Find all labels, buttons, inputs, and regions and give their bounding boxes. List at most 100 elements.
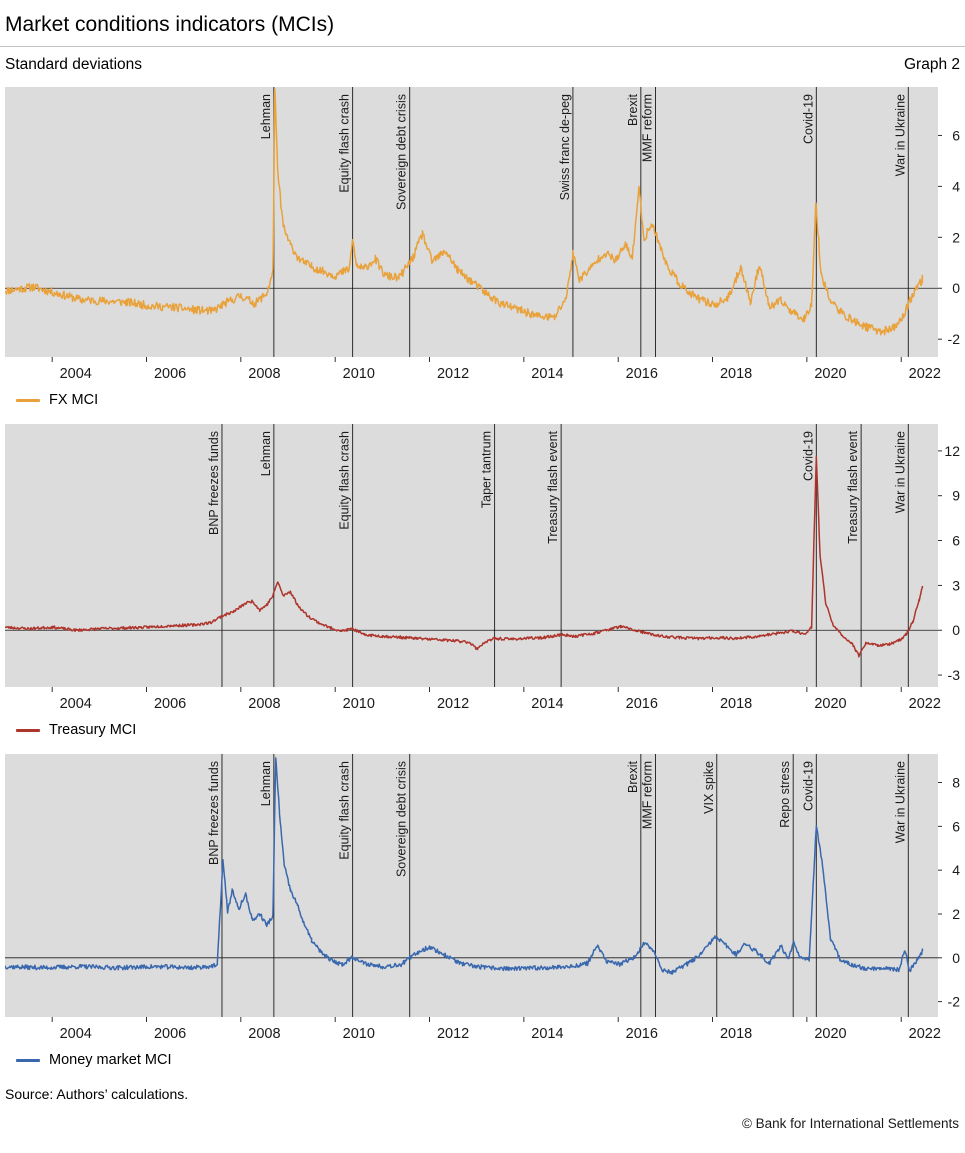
x-tick-label: 2004 bbox=[60, 1026, 92, 1042]
money-market-mci-panel: BNP freezes funds Lehman Equity flash cras… bbox=[0, 754, 965, 1082]
money-market-legend-swatch bbox=[16, 1058, 40, 1062]
x-tick-label: 2006 bbox=[154, 1026, 186, 1042]
fx-mci-line bbox=[5, 88, 924, 336]
x-tick-label: 2008 bbox=[248, 696, 280, 712]
y-tick-label: 0 bbox=[952, 280, 960, 296]
treasury-mci-line bbox=[5, 456, 924, 658]
fx-mci-panel: Lehman Equity flash crash Sovereign debt c… bbox=[0, 87, 965, 422]
x-tick-label: 2014 bbox=[531, 696, 563, 712]
treasury-legend-swatch bbox=[16, 728, 40, 732]
x-tick-label: 2020 bbox=[814, 696, 846, 712]
y-tick-label: 0 bbox=[952, 950, 960, 966]
x-tick-label: 2004 bbox=[60, 696, 92, 712]
event-label: Treasury flash event bbox=[546, 430, 560, 543]
subtitle-row: Standard deviations Graph 2 bbox=[0, 47, 965, 85]
money-market-legend-label: Money market MCI bbox=[49, 1052, 172, 1068]
source-note: Source: Authors’ calculations. bbox=[5, 1086, 189, 1102]
event-label: Brexit bbox=[626, 93, 640, 125]
x-tick-label: 2018 bbox=[720, 366, 752, 382]
treasury-legend-label: Treasury MCI bbox=[49, 722, 137, 738]
y-tick-label: 12 bbox=[944, 443, 960, 459]
x-tick-label: 2018 bbox=[720, 1026, 752, 1042]
x-tick-label: 2010 bbox=[343, 1026, 375, 1042]
x-tick-label: 2020 bbox=[814, 1026, 846, 1042]
event-label: Repo stress bbox=[778, 761, 792, 828]
plot-background bbox=[5, 754, 938, 1017]
treasury-mci-legend: Treasury MCI bbox=[0, 717, 965, 752]
x-tick-label: 2020 bbox=[814, 366, 846, 382]
event-label: MMF reform bbox=[640, 761, 654, 829]
y-tick-label: 0 bbox=[952, 622, 960, 638]
x-tick-label: 2014 bbox=[531, 366, 563, 382]
x-tick-label: 2006 bbox=[154, 366, 186, 382]
y-tick-label: 6 bbox=[952, 533, 960, 549]
x-tick-label: 2012 bbox=[437, 696, 469, 712]
x-tick-label: 2008 bbox=[248, 366, 280, 382]
x-tick-label: 2016 bbox=[626, 1026, 658, 1042]
fx-legend-label: FX MCI bbox=[49, 392, 99, 408]
y-tick-label: 3 bbox=[952, 577, 960, 593]
x-tick-label: 2014 bbox=[531, 1026, 563, 1042]
y-tick-label: 2 bbox=[952, 229, 960, 245]
x-tick-label: 2004 bbox=[60, 366, 92, 382]
x-tick-label: 2022 bbox=[909, 1026, 941, 1042]
y-tick-label: 6 bbox=[952, 127, 960, 143]
event-label: Equity flash crash bbox=[338, 761, 352, 860]
event-label: Lehman bbox=[259, 761, 273, 806]
event-label: War in Ukraine bbox=[893, 94, 907, 176]
x-tick-label: 2012 bbox=[437, 1026, 469, 1042]
x-tick-label: 2010 bbox=[343, 366, 375, 382]
charts-area: Lehman Equity flash crash Sovereign debt c… bbox=[0, 87, 965, 1082]
money-market-mci-legend: Money market MCI bbox=[0, 1047, 965, 1082]
event-label: Sovereign debt crisis bbox=[395, 761, 409, 877]
event-label: Lehman bbox=[259, 431, 273, 476]
treasury-mci-chart: BNP freezes funds Lehman Equity flash cras… bbox=[5, 424, 961, 712]
event-label: Treasury flash event bbox=[846, 430, 860, 543]
event-label: BNP freezes funds bbox=[207, 431, 221, 535]
event-label: Taper tantrum bbox=[480, 431, 494, 508]
page-title: Market conditions indicators (MCIs) bbox=[0, 0, 965, 47]
event-label: War in Ukraine bbox=[893, 431, 907, 513]
x-tick-label: 2018 bbox=[720, 696, 752, 712]
event-label: Equity flash crash bbox=[338, 94, 352, 193]
fx-legend-swatch bbox=[16, 398, 40, 402]
plot-background bbox=[5, 424, 938, 687]
x-tick-label: 2022 bbox=[909, 696, 941, 712]
event-label: Covid-19 bbox=[801, 94, 815, 144]
plot-background bbox=[5, 87, 938, 357]
x-tick-label: 2008 bbox=[248, 1026, 280, 1042]
x-tick-label: 2012 bbox=[437, 366, 469, 382]
graph-number: Graph 2 bbox=[903, 56, 960, 73]
y-tick-label: 6 bbox=[952, 818, 960, 834]
event-label: Covid-19 bbox=[801, 761, 815, 811]
event-label: Lehman bbox=[259, 94, 273, 139]
y-tick-label: -3 bbox=[948, 667, 961, 683]
units-label: Standard deviations bbox=[5, 56, 143, 73]
y-tick-label: -2 bbox=[948, 994, 961, 1010]
x-tick-label: 2022 bbox=[909, 366, 941, 382]
copyright: © Bank for International Settlements bbox=[741, 1116, 959, 1131]
y-tick-label: 4 bbox=[952, 862, 960, 878]
money-market-mci-chart: BNP freezes funds Lehman Equity flash cras… bbox=[5, 754, 961, 1042]
y-tick-label: 2 bbox=[952, 906, 960, 922]
footer: Source: Authors’ calculations. © Bank fo… bbox=[0, 1082, 965, 1131]
event-label: Brexit bbox=[626, 760, 640, 792]
x-tick-label: 2006 bbox=[154, 696, 186, 712]
event-label: War in Ukraine bbox=[893, 761, 907, 843]
y-tick-label: 4 bbox=[952, 178, 960, 194]
fx-mci-legend: FX MCI bbox=[0, 387, 965, 422]
money-market-mci-line bbox=[5, 757, 924, 975]
event-label: Swiss franc de-peg bbox=[558, 94, 572, 200]
event-label: Equity flash crash bbox=[338, 431, 352, 530]
treasury-mci-panel: BNP freezes funds Lehman Equity flash cras… bbox=[0, 424, 965, 752]
event-label: BNP freezes funds bbox=[207, 761, 221, 865]
event-label: Covid-19 bbox=[801, 431, 815, 481]
x-tick-label: 2016 bbox=[626, 366, 658, 382]
x-tick-label: 2016 bbox=[626, 696, 658, 712]
event-label: VIX spike bbox=[702, 761, 716, 814]
y-tick-label: 8 bbox=[952, 774, 960, 790]
fx-mci-chart: Lehman Equity flash crash Sovereign debt c… bbox=[5, 87, 961, 382]
x-tick-label: 2010 bbox=[343, 696, 375, 712]
y-tick-label: -2 bbox=[948, 331, 961, 347]
